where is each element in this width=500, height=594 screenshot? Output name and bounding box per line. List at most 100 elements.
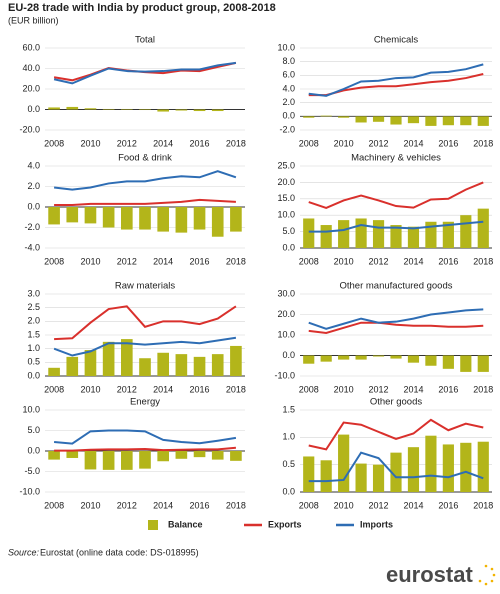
x-tick-label: 2014 [403,256,423,266]
bar [477,208,489,248]
bar [66,207,79,223]
source-label: Source: [8,547,40,557]
line [308,181,484,210]
x-tick-label: 2016 [438,384,458,394]
bar [66,106,79,110]
x-tick-label: 2018 [226,500,246,510]
x-tick-label: 2012 [369,500,389,510]
bar [460,355,472,372]
x-tick-label: 2018 [473,138,493,148]
x-tick-label: 2014 [153,256,173,266]
bar [193,451,206,458]
bar [320,460,332,492]
y-tick-label: 2.0 [27,316,40,326]
bar [102,451,115,470]
x-tick-label: 2018 [473,256,493,266]
y-tick-label: -4.0 [24,242,40,252]
bar [425,355,437,366]
x-tick-label: 2014 [403,500,423,510]
bar [390,225,402,248]
x-tick-label: 2010 [334,500,354,510]
x-tick-label: 2010 [80,138,100,148]
bar [425,116,437,126]
x-tick-label: 2014 [403,138,423,148]
x-tick-label: 2008 [299,384,319,394]
y-tick-label: -20.0 [19,124,40,134]
bar [102,108,115,110]
bar [442,221,454,248]
bar [84,207,97,224]
y-tick-label: -5.0 [24,466,40,476]
x-tick-label: 2014 [153,500,173,510]
y-tick-label: 10.0 [277,42,295,52]
x-tick-label: 2016 [190,384,210,394]
bar [84,350,97,376]
x-tick-label: 2008 [299,256,319,266]
line [308,418,484,451]
y-tick-label: 15.0 [277,193,295,203]
x-tick-label: 2012 [369,138,389,148]
line [53,170,237,191]
line [54,429,237,445]
bar [320,225,332,248]
bar [338,116,350,118]
bar [139,451,151,469]
bar [303,355,315,364]
bar [355,116,367,123]
line [54,305,237,341]
x-tick-label: 2010 [334,256,354,266]
chart-title: EU-28 trade with India by product group,… [8,2,276,14]
y-tick-label: 2.0 [27,181,40,191]
bar [320,355,332,362]
bar [477,355,489,372]
y-tick-label: 3.0 [27,288,40,298]
chart-subtitle: (EUR billion) [8,15,59,25]
y-tick-label: 6.0 [282,70,295,80]
x-tick-label: 2008 [44,138,64,148]
y-tick-label: 60.0 [22,42,40,52]
bar [157,109,169,112]
x-tick-label: 2008 [44,500,64,510]
bar [390,355,402,359]
x-tick-label: 2014 [153,138,173,148]
y-tick-label: 4.0 [27,160,40,170]
x-tick-label: 2014 [403,384,423,394]
panel-title: Other manufactured goods [339,281,452,292]
line [53,336,237,357]
bar [84,451,97,470]
panel-title: Raw materials [115,281,175,292]
x-tick-label: 2016 [438,256,458,266]
bar [175,109,188,111]
x-tick-label: 2016 [438,500,458,510]
bar [442,355,454,369]
bar [338,434,350,492]
legend-swatch [148,520,158,530]
bar [139,207,151,230]
y-tick-label: 20.0 [22,83,40,93]
y-tick-label: 25.0 [277,160,295,170]
bar [157,207,169,232]
line [53,61,237,85]
bar [48,451,60,460]
x-tick-label: 2012 [369,256,389,266]
logo-text: eurostat [386,562,473,587]
bar [355,355,367,360]
line [308,321,484,334]
bar [139,109,151,111]
bar [355,218,367,248]
x-tick-label: 2010 [80,384,100,394]
bar [303,116,315,118]
y-tick-label: 4.0 [282,83,295,93]
bar [442,116,454,126]
line [308,308,484,330]
y-tick-label: 10.0 [22,404,40,414]
x-tick-label: 2014 [153,384,173,394]
bar [320,115,332,117]
x-tick-label: 2010 [334,138,354,148]
y-tick-label: 0.5 [282,459,295,469]
bar [175,451,188,459]
x-tick-label: 2008 [44,384,64,394]
bar [372,220,385,248]
